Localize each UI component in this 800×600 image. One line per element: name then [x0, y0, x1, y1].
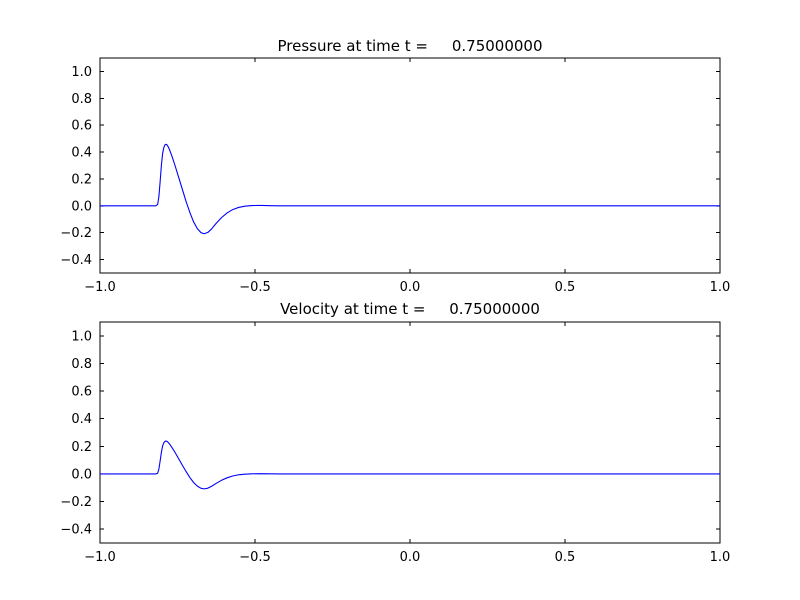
pressure-x-tick-label: 0.0 — [400, 280, 421, 295]
pressure-axes-frame — [99, 57, 721, 274]
pressure-y-tick-label: −0.2 — [60, 226, 92, 241]
pressure-curve — [100, 143, 720, 235]
velocity-curve — [100, 440, 720, 490]
pressure-x-tick-label: −0.5 — [239, 280, 271, 295]
velocity-x-tick-label: 0.5 — [555, 550, 576, 565]
pressure-y-tick-label: 0.2 — [71, 172, 92, 187]
velocity-x-tick-label: −0.5 — [239, 550, 271, 565]
pressure-x-tick-label: 0.5 — [555, 280, 576, 295]
pressure-x-tick-label: 1.0 — [710, 280, 731, 295]
velocity-y-tick-label: 0.6 — [71, 385, 92, 400]
pressure-y-tick-label: −0.4 — [60, 253, 92, 268]
pressure-y-tick-label: 0.6 — [71, 119, 92, 134]
velocity-y-tick-label: −0.4 — [60, 523, 92, 538]
velocity-y-tick-label: 0.8 — [71, 357, 92, 372]
pressure-y-tick-label: 0.8 — [71, 92, 92, 107]
pressure-x-tick-label: −1.0 — [84, 280, 116, 295]
pressure-y-tick-label: 0.4 — [71, 146, 92, 161]
pressure-y-tick-label: 0.0 — [71, 199, 92, 214]
velocity-x-tick-label: 1.0 — [710, 550, 731, 565]
velocity-y-tick-label: 0.4 — [71, 412, 92, 427]
velocity-x-tick-label: 0.0 — [400, 550, 421, 565]
velocity-x-tick-label: −1.0 — [84, 550, 116, 565]
velocity-y-tick-label: −0.2 — [60, 495, 92, 510]
velocity-y-tick-label: 0.0 — [71, 467, 92, 482]
velocity-y-tick-label: 1.0 — [71, 329, 92, 344]
velocity-y-tick-label: 0.2 — [71, 440, 92, 455]
pressure-y-tick-label: 1.0 — [71, 65, 92, 80]
velocity-axes-frame — [99, 321, 721, 544]
